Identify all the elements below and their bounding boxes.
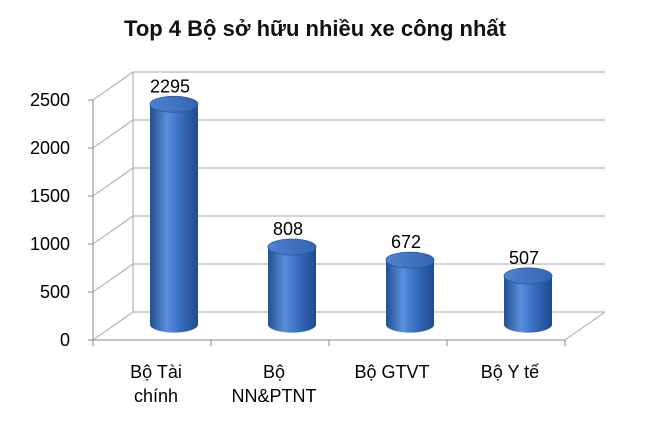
x-tick-label: Bộ GTVT: [354, 362, 429, 382]
x-tick-label: chính: [134, 386, 178, 406]
gridline: [92, 311, 605, 341]
x-tick-label: Bộ: [263, 362, 285, 382]
bar-top: [149, 95, 199, 113]
gridlines: [92, 71, 606, 341]
y-tick-label: 1500: [30, 186, 70, 206]
y-tick-label: 1000: [30, 234, 70, 254]
x-tick-label: Bộ Y tế: [481, 362, 539, 382]
gridline: [92, 167, 605, 197]
y-tick-label: 500: [40, 282, 70, 302]
gridline: [92, 71, 605, 101]
data-labels: 2295 808 672 507: [150, 76, 539, 268]
bar-body: [268, 247, 316, 333]
data-label: 507: [509, 248, 539, 268]
y-tick-label: 0: [60, 330, 70, 350]
y-tick-label: 2500: [30, 90, 70, 110]
bar: [385, 251, 435, 333]
data-label: 672: [391, 232, 421, 252]
data-label: 2295: [150, 76, 190, 96]
gridline: [92, 263, 605, 293]
bars: [149, 95, 553, 333]
y-axis: 0 500 1000 1500 2000 2500: [30, 90, 566, 350]
gridline: [92, 119, 605, 149]
y-tick-label: 2000: [30, 138, 70, 158]
bar-top: [267, 238, 317, 256]
x-tick-label: NN&PTNT: [232, 386, 317, 406]
bar-top: [385, 251, 435, 269]
floor-right-edge: [564, 311, 606, 341]
bar-top: [503, 267, 553, 285]
bar-body: [386, 260, 434, 333]
bar: [267, 238, 317, 333]
x-tick-label: Bộ Tài: [130, 362, 182, 382]
data-label: 808: [273, 219, 303, 239]
bar-body: [504, 275, 552, 333]
bar: [149, 95, 199, 333]
gridline: [92, 215, 605, 245]
bar: [503, 267, 553, 333]
bar-body: [150, 104, 198, 333]
x-axis-labels: Bộ Tài chính Bộ NN&PTNT Bộ GTVT Bộ Y tế: [130, 362, 539, 406]
chart-title: Top 4 Bộ sở hữu nhiều xe công nhất: [124, 16, 507, 41]
